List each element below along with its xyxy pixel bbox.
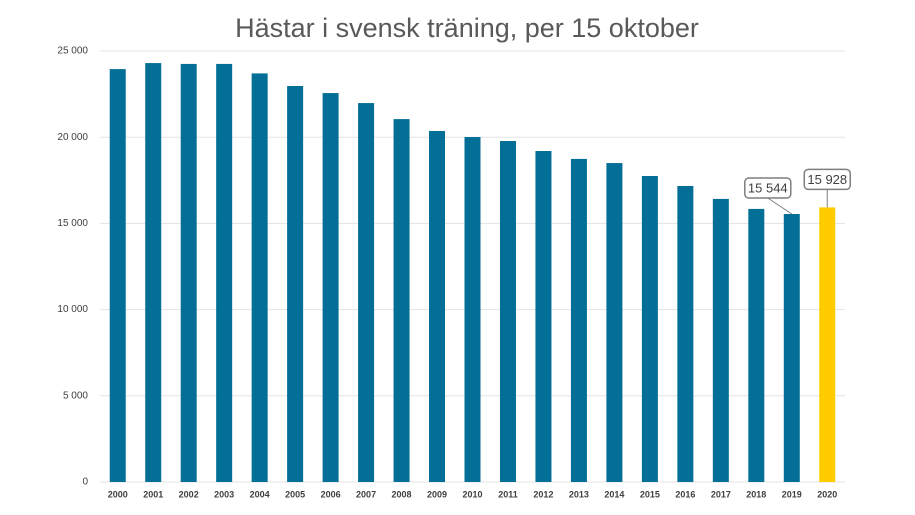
x-tick-label: 2002 [179, 489, 199, 499]
chart-title: Hästar i svensk träning, per 15 oktober [235, 13, 699, 43]
x-tick-label: 2000 [108, 489, 128, 499]
x-tick-label: 2011 [498, 489, 518, 499]
x-tick-label: 2015 [640, 489, 660, 499]
x-tick-label: 2003 [214, 489, 234, 499]
bar [287, 85, 304, 483]
bar [641, 175, 658, 483]
bar [216, 63, 233, 483]
bar [145, 63, 162, 483]
x-tick-label: 2016 [675, 489, 695, 499]
x-tick-label: 2019 [782, 489, 802, 499]
bar [535, 150, 552, 482]
x-tick-label: 2004 [250, 489, 270, 499]
bar [819, 207, 836, 482]
bar [783, 214, 800, 483]
bar [251, 73, 268, 483]
x-tick-label: 2012 [533, 489, 553, 499]
x-tick-label: 2020 [817, 489, 837, 499]
x-tick-label: 2009 [427, 489, 447, 499]
x-tick-label: 2014 [604, 489, 624, 499]
bar [712, 198, 729, 483]
bar [464, 137, 481, 483]
x-tick-label: 2001 [143, 489, 163, 499]
y-tick-label: 10 000 [57, 304, 88, 315]
bar [570, 158, 587, 482]
x-tick-label: 2013 [569, 489, 589, 499]
y-tick-label: 20 000 [57, 132, 88, 143]
data-label: 15 928 [807, 172, 847, 187]
bar [429, 130, 446, 483]
bar [677, 185, 694, 482]
bar [393, 119, 410, 483]
bar [606, 163, 623, 482]
x-tick-label: 2010 [462, 489, 482, 499]
label-pointer [767, 197, 793, 215]
x-tick-label: 2008 [392, 489, 412, 499]
bar [499, 140, 516, 482]
x-tick-label: 2005 [285, 489, 305, 499]
y-tick-label: 15 000 [57, 218, 88, 229]
x-tick-label: 2007 [356, 489, 376, 499]
y-tick-label: 5 000 [63, 390, 88, 401]
x-tick-label: 2006 [321, 489, 341, 499]
bar [109, 69, 126, 483]
data-label: 15 544 [748, 180, 788, 195]
x-tick-label: 2018 [746, 489, 766, 499]
bar [748, 208, 765, 482]
label-box [744, 177, 792, 199]
label-box [803, 168, 852, 191]
y-tick-label: 25 000 [57, 46, 88, 57]
bar [180, 63, 197, 483]
bar [322, 93, 339, 482]
bar [358, 103, 375, 483]
x-tick-label: 2017 [711, 489, 731, 499]
y-tick-label: 0 [82, 477, 88, 488]
